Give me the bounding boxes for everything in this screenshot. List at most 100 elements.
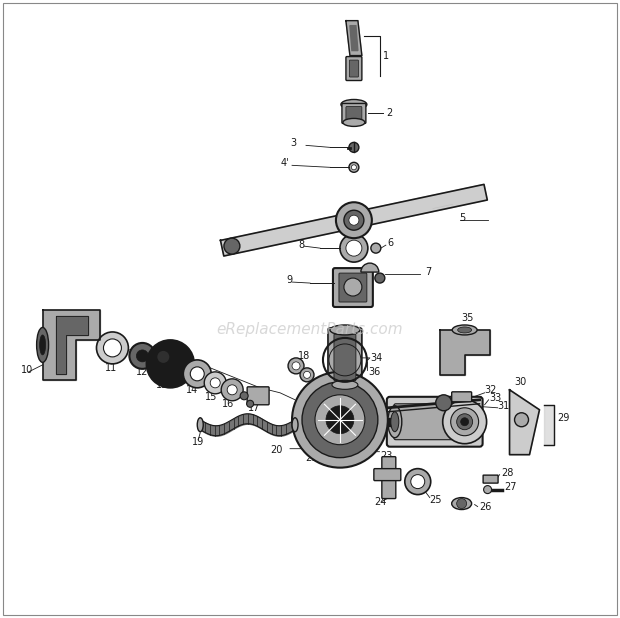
Circle shape (224, 238, 240, 254)
FancyBboxPatch shape (382, 457, 396, 499)
Text: 20: 20 (270, 445, 283, 455)
FancyBboxPatch shape (339, 273, 367, 302)
Circle shape (136, 350, 148, 362)
Text: 7: 7 (425, 267, 431, 277)
Circle shape (346, 240, 362, 256)
Text: 5: 5 (459, 213, 466, 223)
Text: 14: 14 (186, 385, 198, 395)
Circle shape (349, 215, 359, 225)
Text: 4': 4' (280, 158, 289, 168)
Circle shape (457, 414, 472, 430)
FancyBboxPatch shape (346, 57, 362, 80)
Circle shape (352, 165, 356, 170)
Text: 34: 34 (370, 353, 382, 363)
Circle shape (104, 339, 122, 357)
FancyBboxPatch shape (374, 468, 401, 481)
Circle shape (221, 379, 243, 401)
Circle shape (304, 371, 311, 378)
Circle shape (371, 243, 381, 253)
Text: 31: 31 (498, 401, 510, 411)
FancyBboxPatch shape (346, 106, 362, 121)
Polygon shape (221, 184, 487, 256)
Circle shape (302, 382, 378, 458)
Text: 17: 17 (248, 403, 260, 413)
FancyBboxPatch shape (247, 387, 269, 405)
FancyBboxPatch shape (387, 397, 482, 447)
Circle shape (292, 362, 300, 370)
Circle shape (344, 278, 362, 296)
Ellipse shape (452, 325, 477, 335)
Circle shape (326, 406, 354, 434)
FancyBboxPatch shape (452, 392, 472, 402)
Ellipse shape (292, 418, 298, 432)
Circle shape (405, 468, 431, 494)
Ellipse shape (388, 406, 402, 438)
Text: 25: 25 (430, 494, 442, 504)
Text: 8: 8 (298, 240, 304, 250)
Circle shape (375, 273, 385, 283)
Circle shape (336, 202, 372, 238)
Ellipse shape (458, 327, 472, 333)
Circle shape (184, 360, 211, 388)
Text: 12: 12 (136, 367, 149, 377)
Polygon shape (510, 390, 539, 455)
Text: 16: 16 (222, 399, 234, 408)
Circle shape (157, 351, 169, 363)
Ellipse shape (332, 380, 358, 389)
Ellipse shape (452, 497, 472, 510)
Text: 27: 27 (505, 481, 517, 491)
Polygon shape (346, 20, 362, 56)
Ellipse shape (343, 119, 365, 127)
Polygon shape (544, 405, 554, 445)
Text: 24: 24 (374, 497, 386, 507)
Text: eReplacementParts.com: eReplacementParts.com (216, 323, 404, 337)
Ellipse shape (40, 335, 46, 355)
Text: 21: 21 (305, 452, 317, 463)
Polygon shape (56, 316, 89, 374)
Text: 32: 32 (485, 385, 497, 395)
Ellipse shape (330, 325, 360, 335)
Text: 33: 33 (490, 393, 502, 403)
Circle shape (349, 142, 359, 153)
Text: 26: 26 (480, 502, 492, 512)
Wedge shape (361, 263, 379, 272)
Circle shape (292, 372, 388, 468)
Text: 11: 11 (104, 363, 117, 373)
Circle shape (461, 418, 469, 426)
Polygon shape (350, 25, 358, 51)
Text: 35: 35 (462, 313, 474, 323)
Circle shape (411, 475, 425, 489)
Text: 28: 28 (502, 468, 514, 478)
Text: 10: 10 (20, 365, 33, 375)
Circle shape (436, 395, 452, 411)
Circle shape (130, 343, 156, 369)
Text: 6: 6 (388, 238, 394, 248)
FancyBboxPatch shape (328, 328, 362, 387)
Text: 29: 29 (557, 413, 570, 423)
Text: 13: 13 (156, 380, 169, 390)
Ellipse shape (341, 99, 367, 109)
Ellipse shape (37, 328, 48, 362)
FancyBboxPatch shape (394, 404, 476, 439)
Text: 36: 36 (368, 367, 380, 377)
Text: 23: 23 (380, 451, 392, 460)
Circle shape (227, 385, 237, 395)
Circle shape (240, 392, 248, 400)
Circle shape (146, 340, 194, 388)
Circle shape (340, 234, 368, 262)
Text: 30: 30 (515, 377, 527, 387)
Circle shape (515, 413, 528, 427)
FancyBboxPatch shape (350, 60, 358, 77)
Circle shape (457, 499, 467, 509)
FancyBboxPatch shape (483, 475, 498, 483)
Circle shape (210, 378, 220, 388)
Ellipse shape (197, 418, 203, 432)
Text: 15: 15 (205, 392, 218, 402)
Circle shape (97, 332, 128, 364)
Text: 19: 19 (192, 437, 205, 447)
Text: 9: 9 (286, 275, 292, 285)
Polygon shape (43, 310, 100, 380)
Circle shape (451, 408, 479, 436)
Text: 22: 22 (336, 457, 348, 467)
Polygon shape (440, 330, 490, 375)
